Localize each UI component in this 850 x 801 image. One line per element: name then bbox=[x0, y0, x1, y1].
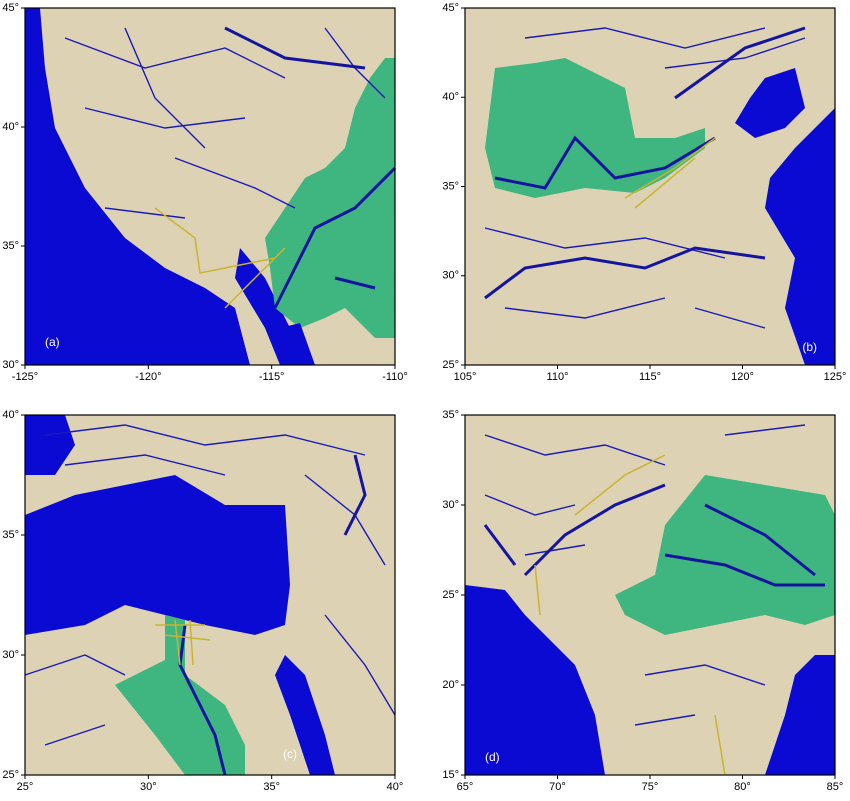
river bbox=[484, 424, 806, 726]
y-tick-label: 30° bbox=[442, 499, 459, 511]
panel-label: (b) bbox=[802, 340, 817, 354]
basin bbox=[265, 58, 395, 338]
bay-of-bengal bbox=[765, 655, 835, 775]
x-tick-label: 110° bbox=[547, 371, 569, 383]
x-tick-label: 120° bbox=[731, 371, 754, 383]
panel bbox=[464, 7, 836, 366]
x-tick-label: 35° bbox=[263, 781, 280, 793]
y-tick-label: 25° bbox=[442, 359, 459, 371]
gulf bbox=[280, 323, 315, 365]
y-tick-label: 30° bbox=[2, 359, 19, 371]
y-tick-label: 15° bbox=[442, 769, 459, 781]
x-tick-label: 80° bbox=[734, 781, 751, 793]
y-tick-label: 35° bbox=[2, 240, 19, 252]
x-tick-label: -110° bbox=[382, 371, 408, 383]
basin bbox=[115, 615, 245, 775]
channel bbox=[155, 619, 211, 666]
river bbox=[224, 26, 397, 309]
panel bbox=[464, 414, 836, 776]
river bbox=[178, 454, 367, 776]
ocean bbox=[25, 8, 250, 365]
y-tick-label: 35° bbox=[442, 180, 459, 192]
mediterranean bbox=[25, 475, 290, 635]
channel bbox=[154, 207, 286, 309]
x-tick-label: -115° bbox=[259, 371, 285, 383]
panel bbox=[24, 414, 396, 776]
x-tick-label: -125° bbox=[12, 371, 38, 383]
red-sea bbox=[275, 655, 335, 775]
y-tick-label: 40° bbox=[442, 91, 459, 103]
y-tick-label: 20° bbox=[442, 679, 459, 691]
x-tick-label: 25° bbox=[17, 781, 34, 793]
channel bbox=[624, 137, 716, 209]
panel-label: (d) bbox=[485, 750, 500, 764]
x-tick-label: 70° bbox=[549, 781, 566, 793]
y-tick-label: 40° bbox=[2, 409, 19, 421]
y-tick-label: 30° bbox=[442, 270, 459, 282]
x-tick-label: 30° bbox=[140, 781, 157, 793]
y-tick-label: 45° bbox=[442, 2, 459, 14]
x-tick-label: 105° bbox=[454, 371, 477, 383]
river bbox=[483, 483, 825, 587]
bohai-sea bbox=[735, 68, 805, 138]
x-tick-label: 75° bbox=[642, 781, 659, 793]
y-tick-label: 40° bbox=[2, 121, 19, 133]
x-tick-label: 125° bbox=[824, 371, 847, 383]
sea bbox=[25, 415, 75, 475]
x-tick-label: 65° bbox=[457, 781, 474, 793]
y-tick-label: 25° bbox=[2, 769, 19, 781]
river bbox=[484, 26, 806, 300]
frame bbox=[24, 414, 396, 776]
y-tick-label: 35° bbox=[442, 409, 459, 421]
x-tick-label: 85° bbox=[827, 781, 844, 793]
river bbox=[484, 27, 806, 329]
channel bbox=[534, 454, 726, 776]
y-tick-label: 35° bbox=[2, 529, 19, 541]
y-tick-label: 25° bbox=[442, 589, 459, 601]
arabian-sea bbox=[465, 585, 605, 775]
basin bbox=[615, 475, 835, 635]
y-tick-label: 45° bbox=[2, 2, 19, 14]
x-tick-label: -120° bbox=[135, 371, 161, 383]
x-tick-label: 115° bbox=[639, 371, 661, 383]
panel-label: (c) bbox=[283, 747, 297, 761]
river bbox=[64, 27, 386, 219]
basin bbox=[485, 58, 705, 198]
y-tick-label: 30° bbox=[2, 649, 19, 661]
x-tick-label: 40° bbox=[387, 781, 404, 793]
frame bbox=[24, 7, 396, 366]
panel-label: (a) bbox=[45, 335, 60, 349]
panel bbox=[24, 7, 397, 366]
sea bbox=[765, 108, 835, 365]
